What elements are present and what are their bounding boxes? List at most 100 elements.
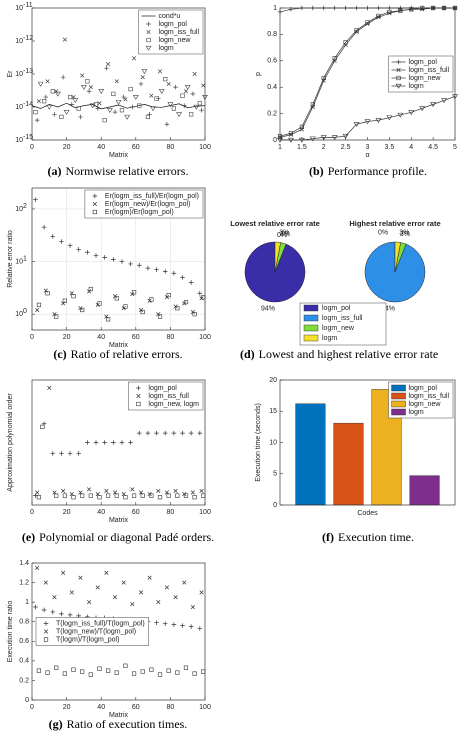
caption: (e) Polynomial or diagonal Padé orders. [22, 530, 214, 544]
marker-plus [60, 74, 66, 80]
marker-cross [112, 294, 118, 299]
x-tick-label: 40 [97, 509, 105, 516]
marker-square [111, 91, 116, 96]
marker-plus [396, 59, 401, 65]
marker-square [288, 131, 294, 136]
y-tick-exponent: -13 [23, 68, 33, 75]
pie-label: 3% [279, 230, 289, 237]
marker-square [93, 102, 99, 107]
caption-label: (f) [322, 530, 334, 544]
marker-plus [180, 430, 185, 436]
legend-label: T(logm)/T(logm_pol) [56, 636, 119, 643]
marker-triangle [176, 112, 182, 118]
marker-cross [61, 301, 66, 306]
legend-swatch [391, 408, 406, 416]
x-tick-label: 5 [453, 144, 457, 151]
marker-square [131, 671, 137, 676]
marker-cross [173, 488, 178, 494]
marker-plus [136, 430, 142, 436]
legend: T(logm_iss_full)/T(logm_pol)T(logm_new)/… [35, 617, 149, 646]
marker-cross [35, 565, 40, 570]
marker-square [409, 7, 414, 12]
plot-frame [279, 7, 456, 141]
legend-label: logm_iss_full [159, 29, 200, 36]
x-tick-label: 100 [199, 334, 211, 341]
x-tick-label: 0 [30, 704, 34, 711]
marker-plus [33, 197, 38, 202]
marker-plus [95, 106, 101, 111]
marker-triangle [441, 98, 447, 104]
marker-cross [192, 71, 197, 77]
marker-cross [104, 488, 109, 494]
y-tick-label: 10 [269, 439, 277, 446]
legend-label: logm_iss_full [322, 315, 363, 322]
legend-swatch [303, 314, 319, 322]
marker-plus [136, 385, 141, 391]
marker-triangle [320, 135, 327, 141]
marker-plus [33, 604, 38, 610]
legend-label: logm_iss_full [409, 67, 450, 74]
marker-plus [162, 430, 168, 436]
marker-plus [93, 253, 99, 258]
marker-plus [138, 81, 144, 87]
marker-plus [188, 624, 194, 629]
x-tick-label: 60 [132, 509, 140, 516]
y-tick-label: 10 [15, 38, 23, 45]
marker-cross [376, 15, 381, 20]
legend-label: logm_new, logm [148, 401, 199, 408]
marker-cross [131, 56, 137, 61]
marker-cross [365, 21, 370, 26]
y-tick-label: 10 [15, 137, 23, 144]
marker-square [354, 28, 359, 33]
marker-square [40, 424, 45, 429]
marker-cross [61, 488, 66, 494]
x-tick-label: 100 [199, 144, 211, 151]
x-tick-label: 3.5 [385, 144, 395, 151]
marker-plus [199, 107, 204, 113]
marker-plus [69, 102, 75, 107]
marker-plus [111, 440, 116, 445]
marker-square [310, 102, 315, 107]
y-tick-label: 0.2 [267, 110, 277, 117]
legend-label: logm_iss_full [409, 393, 450, 400]
marker-plus [67, 451, 73, 456]
marker-plus [181, 103, 187, 108]
legend-label: logm [409, 83, 424, 90]
marker-cross [156, 600, 161, 605]
marker-cross [332, 58, 337, 63]
y-tick-label: 0.8 [267, 31, 277, 38]
y-tick-label: 0.6 [267, 58, 277, 65]
marker-square [123, 495, 128, 500]
marker-square [197, 101, 202, 106]
caption-label: (b) [309, 164, 324, 178]
marker-square [33, 110, 38, 115]
marker-square [88, 672, 93, 677]
marker-plus [41, 607, 47, 613]
marker-plus [43, 621, 49, 626]
caption-label: (d) [240, 347, 255, 361]
marker-cross [140, 75, 145, 80]
legend-swatch [303, 324, 319, 332]
pie-title: Lowest relative error rate [230, 219, 320, 228]
marker-plus [171, 270, 177, 276]
y-tick-exponent: -14 [23, 101, 33, 108]
series-line [280, 96, 456, 141]
marker-plus [145, 430, 151, 436]
marker-plus [76, 247, 82, 252]
marker-square [171, 106, 176, 111]
marker-square [106, 317, 111, 322]
marker-cross [199, 488, 204, 494]
marker-cross [173, 595, 178, 600]
marker-plus [128, 261, 133, 267]
marker-square [299, 124, 304, 129]
marker-cross [35, 307, 40, 313]
marker-cross [61, 570, 66, 575]
marker-triangle [397, 112, 404, 118]
x-axis-label: Matrix [109, 152, 129, 159]
caption-label: (a) [48, 164, 62, 178]
legend-label: Er(logm_new)/Er(logm_pol) [105, 201, 191, 208]
marker-plus [197, 626, 203, 631]
legend-label: logm_pol [409, 59, 438, 66]
marker-square [365, 20, 370, 25]
y-tick-exponent: 2 [23, 203, 27, 210]
